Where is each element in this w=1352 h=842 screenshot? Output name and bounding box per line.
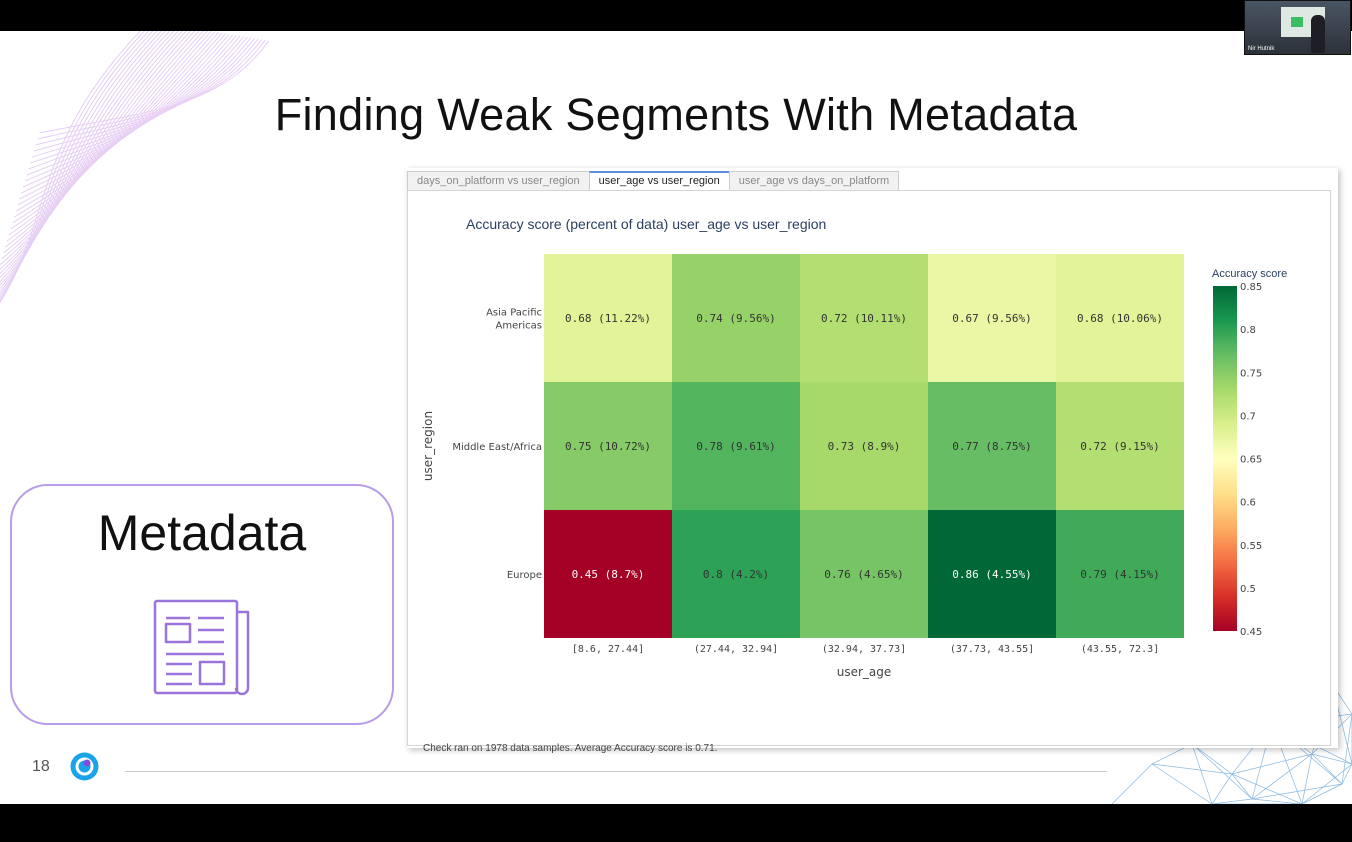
cell-label: 0.73 (8.9%): [828, 440, 901, 453]
heatmap-cell: [928, 254, 1056, 382]
check-summary-note: Check ran on 1978 data samples. Average …: [423, 743, 718, 754]
colorbar-title: Accuracy score: [1212, 268, 1287, 280]
cell-label: 0.8 (4.2%): [703, 568, 769, 581]
cell-label: 0.78 (9.61%): [696, 440, 775, 453]
y-tick-label: Americas: [496, 321, 542, 332]
heatmap-svg: Accuracy score (percent of data) user_ag…: [421, 216, 1287, 679]
footer-divider: [125, 771, 1107, 772]
x-tick-label: [8.6, 27.44]: [572, 644, 644, 655]
cell-label: 0.67 (9.56%): [952, 312, 1031, 325]
chart-title: Accuracy score (percent of data) user_ag…: [466, 216, 826, 232]
colorbar-tick: 0.55: [1240, 541, 1262, 552]
y-axis-label: user_region: [421, 411, 435, 481]
tab-bar: days_on_platform vs user_region user_age…: [407, 171, 900, 191]
tab-user-age-vs-user-region[interactable]: user_age vs user_region: [588, 171, 730, 191]
tab-days-on-platform-vs-user-region[interactable]: days_on_platform vs user_region: [407, 171, 590, 191]
heatmap-cell: [928, 382, 1056, 510]
colorbar-tick: 0.5: [1240, 584, 1256, 595]
slide-title: Finding Weak Segments With Metadata: [274, 89, 1078, 140]
slide: Finding Weak Segments With Metadata Meta…: [0, 31, 1352, 804]
cell-label: 0.79 (4.15%): [1080, 568, 1159, 581]
brand-logo-icon: [70, 752, 99, 781]
heatmap-cell: [1056, 382, 1184, 510]
x-tick-label: (43.55, 72.3]: [1081, 644, 1159, 655]
colorbar-tick: 0.8: [1240, 325, 1256, 336]
heatmap-cell: [1056, 510, 1184, 638]
heatmap-cell: [672, 382, 800, 510]
heatmap-cell: [1056, 254, 1184, 382]
newspaper-icon: [153, 599, 250, 696]
y-tick-label: Europe: [507, 570, 542, 581]
x-tick-label: (27.44, 32.94]: [694, 644, 778, 655]
heatmap-cell: [672, 510, 800, 638]
cell-label: 0.86 (4.55%): [952, 568, 1031, 581]
heatmap-cell: [928, 510, 1056, 638]
heatmap-cell: [672, 254, 800, 382]
heatmap-cell: [800, 254, 928, 382]
cell-label: 0.72 (9.15%): [1080, 440, 1159, 453]
colorbar-tick: 0.75: [1240, 368, 1262, 379]
colorbar-tick: 0.45: [1240, 627, 1262, 638]
colorbar-tick: 0.65: [1240, 455, 1262, 466]
heatmap-cell: [800, 510, 928, 638]
cell-label: 0.76 (4.65%): [824, 568, 903, 581]
webcam-name: Nir Hutnik: [1248, 46, 1275, 52]
y-tick-label: Middle East/Africa: [452, 442, 542, 453]
presenter-figure: [1311, 15, 1325, 53]
x-tick-label: (32.94, 37.73]: [822, 644, 906, 655]
tab-user-age-vs-days-on-platform[interactable]: user_age vs days_on_platform: [728, 171, 900, 191]
decorative-wave-art: [0, 31, 270, 304]
cell-label: 0.74 (9.56%): [696, 312, 775, 325]
report-panel: days_on_platform vs user_region user_age…: [407, 168, 1338, 754]
colorbar: [1213, 286, 1237, 631]
cell-label: 0.72 (10.11%): [821, 312, 907, 325]
cell-label: 0.68 (10.06%): [1077, 312, 1163, 325]
y-tick-label: Asia Pacific: [486, 308, 542, 319]
cell-label: 0.68 (11.22%): [565, 312, 651, 325]
heatmap-cell: [544, 382, 672, 510]
colorbar-tick: 0.85: [1240, 282, 1262, 293]
heatmap-cell: [544, 254, 672, 382]
colorbar-tick: 0.6: [1240, 498, 1256, 509]
heatmap-cell: [544, 510, 672, 638]
heatmap-cell: [800, 382, 928, 510]
x-tick-label: (37.73, 43.55]: [950, 644, 1034, 655]
heatmap-plot: Accuracy score (percent of data) user_ag…: [407, 190, 1331, 754]
page-number: 18: [32, 758, 50, 775]
metadata-card-label: Metadata: [97, 505, 307, 561]
webcam-thumbnail: Nir Hutnik: [1244, 0, 1351, 55]
cell-label: 0.77 (8.75%): [952, 440, 1031, 453]
cell-label: 0.45 (8.7%): [572, 568, 645, 581]
metadata-card: Metadata: [10, 484, 394, 725]
cell-label: 0.75 (10.72%): [565, 440, 651, 453]
x-axis-label: user_age: [837, 665, 892, 679]
colorbar-tick: 0.7: [1240, 411, 1256, 422]
